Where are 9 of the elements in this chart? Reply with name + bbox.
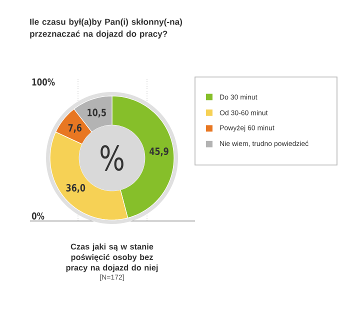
text: 0% [32, 212, 44, 220]
chart-title: Ile czasu był(a)by Pan(i) skłonny(-na) przeznaczać na dojazd do pracy? [30, 18, 182, 39]
data-label: 10,5 [88, 108, 106, 118]
text: 100% [32, 78, 55, 86]
data-label: 7,6 [68, 124, 82, 133]
text: % [100, 145, 124, 171]
text: Czas jaki są w stanie poświęcić osoby bez pracy na dojazd do niej [66, 244, 158, 272]
data-label: 45,9 [150, 147, 168, 156]
data-label: 36,0 [66, 184, 86, 193]
